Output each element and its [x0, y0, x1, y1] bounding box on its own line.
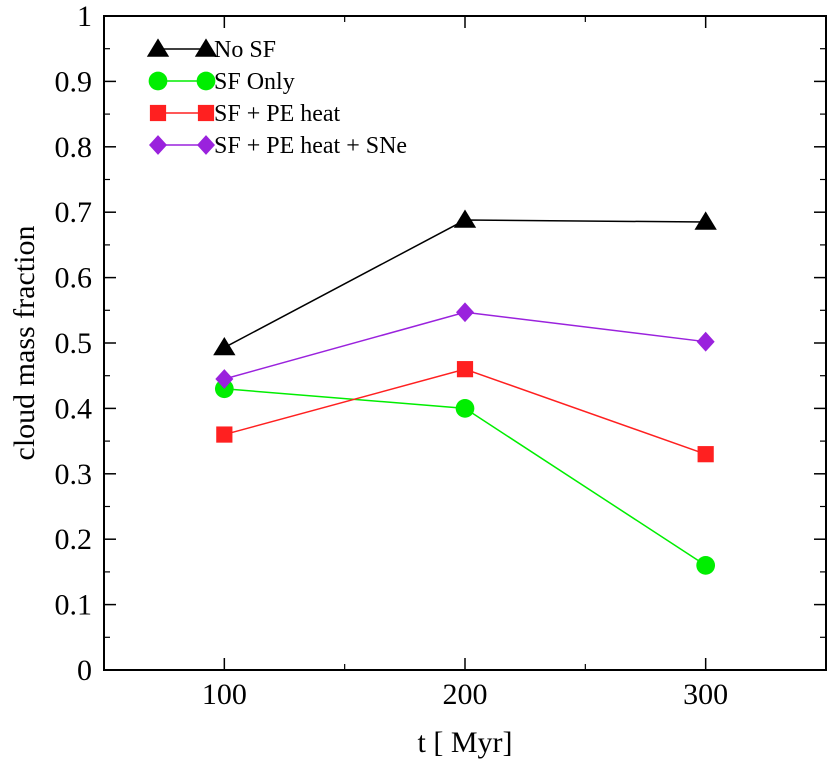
- legend-marker: [149, 104, 167, 122]
- data-point: [216, 426, 233, 443]
- legend-marker: [148, 71, 168, 91]
- data-point: [453, 209, 477, 228]
- data-point: [213, 336, 236, 356]
- y-tick-label: 0.2: [55, 523, 93, 556]
- data-point: [456, 302, 474, 323]
- legend-marker: [194, 38, 218, 57]
- y-tick-label: 0.7: [55, 196, 93, 229]
- y-tick-label: 0.8: [55, 131, 93, 164]
- data-point: [456, 361, 474, 378]
- legend-label: SF + PE heat: [214, 101, 341, 127]
- data-point: [696, 331, 715, 352]
- x-tick-label: 200: [443, 678, 488, 711]
- legend-label: SF + PE heat + SNe: [214, 133, 407, 159]
- data-point: [215, 369, 234, 389]
- y-tick-label: 0: [77, 654, 92, 687]
- y-tick-label: 0.5: [55, 327, 93, 360]
- data-point: [455, 399, 475, 418]
- data-point: [694, 211, 717, 230]
- y-tick-label: 1: [77, 0, 92, 33]
- legend-marker: [196, 71, 216, 91]
- x-tick-label: 300: [683, 678, 728, 711]
- legend-marker: [149, 135, 167, 155]
- y-tick-label: 0.3: [55, 458, 93, 491]
- series-line-0: [223, 219, 706, 349]
- y-tick-label: 0.6: [55, 262, 93, 295]
- data-point: [696, 556, 716, 575]
- legend-marker: [197, 104, 215, 122]
- legend-marker: [197, 135, 215, 155]
- y-tick-label: 0.4: [55, 392, 93, 425]
- x-axis-title: t [ Myr]: [418, 726, 513, 759]
- legend-label: SF Only: [214, 69, 295, 95]
- y-tick-label: 0.1: [55, 589, 93, 622]
- y-tick-label: 0.9: [55, 65, 93, 98]
- data-point: [697, 446, 714, 463]
- y-axis-title: cloud mass fraction: [8, 226, 41, 461]
- legend-label: No SF: [214, 37, 276, 63]
- legend-marker: [146, 38, 170, 57]
- x-tick-label: 100: [202, 678, 247, 711]
